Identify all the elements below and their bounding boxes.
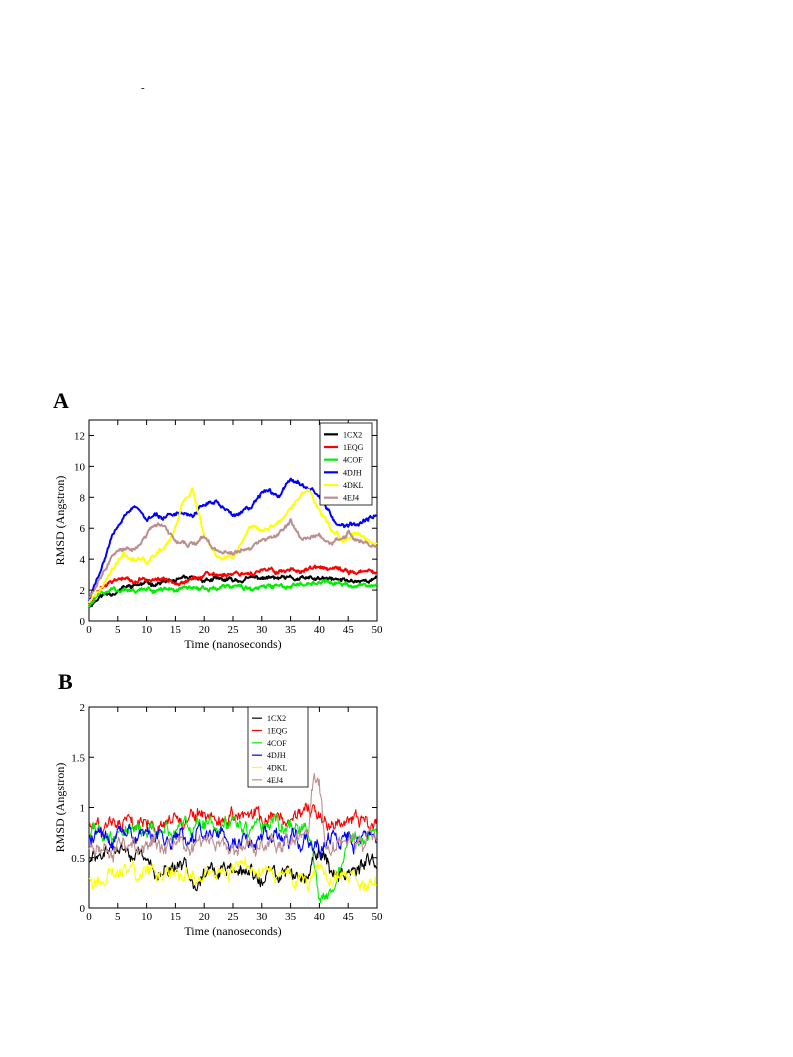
x-tick-label: 45 [343, 911, 355, 923]
series-line-4cof [88, 578, 378, 608]
x-tick-label: 30 [256, 624, 268, 636]
y-axis-label: RMSD (Angstron) [53, 476, 67, 566]
y-axis-label: RMSD (Angstron) [53, 763, 67, 853]
legend-label-4djh: 4DJH [267, 751, 286, 760]
x-tick-label: 10 [141, 624, 153, 636]
x-tick-label: 40 [314, 911, 326, 923]
series-line-1eqg [88, 564, 378, 607]
legend-box [319, 422, 373, 506]
chart-panel-a: 0 5 10 15 20 25 30 35 40 45 50 0 2 4 6 8 10 12 Time (nanos… [53, 419, 384, 651]
legend-label-4ej4: 4EJ4 [343, 494, 359, 503]
legend-label-4cof: 4COF [267, 739, 287, 748]
legend-label-1cx2: 1CX2 [343, 430, 362, 439]
legend-label-4dkl: 4DKL [343, 481, 364, 490]
series-line-4dkl [88, 487, 378, 604]
panel-a-letter: A [53, 388, 69, 413]
series-line-4ej4 [88, 773, 378, 863]
x-axis-label: Time (nanoseconds) [184, 637, 281, 651]
legend-label-4djh: 4DJH [343, 468, 362, 477]
x-tick-label: 45 [343, 624, 355, 636]
x-tick-label: 5 [115, 624, 121, 636]
series-line-4djh [88, 477, 378, 602]
legend-label-1cx2: 1CX2 [267, 714, 286, 723]
x-tick-label: 35 [285, 911, 297, 923]
y-tick-label: 0 [80, 616, 86, 628]
x-axis-label: Time (nanoseconds) [184, 924, 281, 938]
chart-panel-b: 0 5 10 15 20 25 30 35 40 45 50 0 0.5 1 1.5 2 Time (nanos… [53, 702, 383, 938]
legend-box [247, 706, 309, 788]
x-tick-label: 40 [314, 624, 326, 636]
y-tick-label: 2 [80, 585, 86, 597]
x-tick-label: 25 [228, 911, 240, 923]
legend-label-4cof: 4COF [343, 456, 363, 465]
legend-label-1eqg: 1EQG [267, 727, 288, 736]
legend-label-4dkl: 4DKL [267, 764, 288, 773]
panel-b-letter: B [58, 669, 73, 694]
y-tick-label: 8 [80, 492, 86, 504]
plot-frame [88, 706, 378, 909]
series-line-4cof [88, 813, 378, 904]
legend-label-4ej4: 4EJ4 [267, 776, 283, 785]
series-line-1cx2 [88, 574, 378, 608]
y-tick-label: 10 [74, 461, 86, 473]
x-tick-label: 0 [86, 624, 92, 636]
series-group [88, 773, 378, 904]
x-tick-label: 50 [372, 624, 384, 636]
x-tick-label: 50 [372, 911, 384, 923]
x-tick-label: 15 [170, 624, 182, 636]
series-group [88, 477, 378, 608]
x-tick-label: 25 [228, 624, 240, 636]
y-tick-label: 0 [80, 903, 86, 915]
series-line-4djh [88, 822, 378, 858]
y-tick-label: 1.5 [71, 752, 85, 764]
x-tick-label: 5 [115, 911, 121, 923]
legend-label-1eqg: 1EQG [343, 443, 364, 452]
y-tick-label: 0.5 [71, 853, 85, 865]
x-tick-label: 35 [285, 624, 297, 636]
series-line-4dkl [88, 856, 378, 892]
y-tick-label: 1 [80, 803, 86, 815]
stray-dash-mark: - [141, 82, 145, 94]
x-tick-label: 10 [141, 911, 153, 923]
x-tick-label: 0 [86, 911, 92, 923]
y-tick-label: 6 [80, 523, 86, 535]
x-tick-label: 20 [199, 624, 211, 636]
x-tick-label: 20 [199, 911, 211, 923]
x-tick-label: 15 [170, 911, 182, 923]
y-tick-label: 4 [80, 554, 86, 566]
y-tick-label: 12 [74, 430, 85, 442]
y-tick-label: 2 [80, 702, 86, 714]
series-line-4ej4 [88, 518, 378, 599]
x-tick-label: 30 [256, 911, 268, 923]
